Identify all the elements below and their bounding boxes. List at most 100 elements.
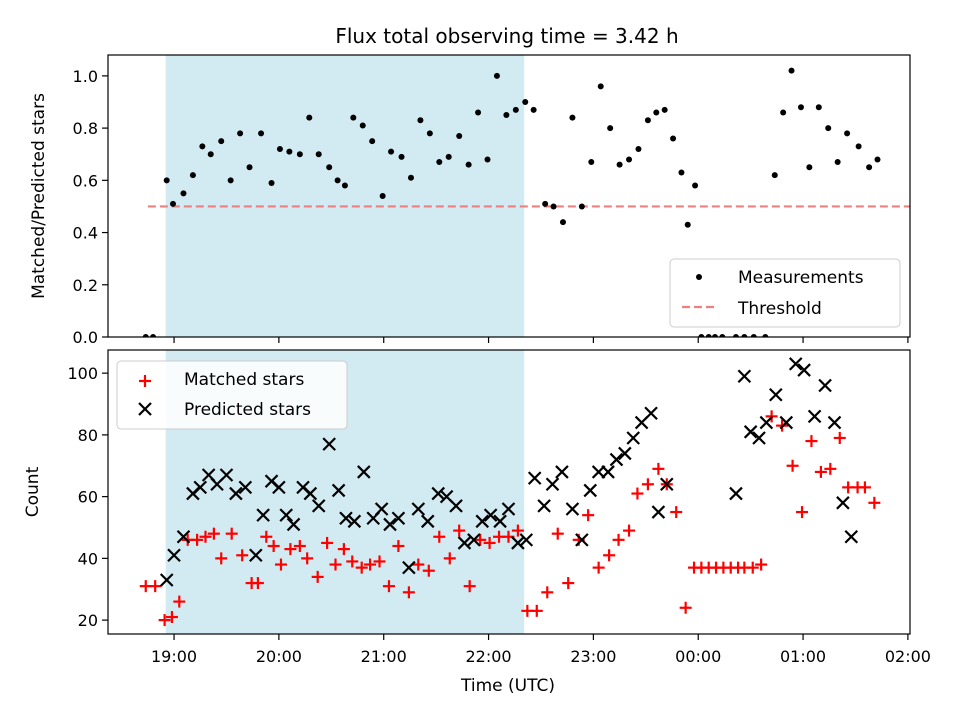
x-tick-label: 01:00 xyxy=(780,647,826,666)
predicted-star-point xyxy=(193,480,208,495)
matched-star-point xyxy=(337,543,350,556)
predicted-star-point xyxy=(779,415,794,430)
predicted-star-point xyxy=(303,486,318,501)
measurement-point xyxy=(199,143,206,150)
matched-star-point xyxy=(511,524,524,537)
measurement-point xyxy=(398,153,405,160)
matched-star-point xyxy=(191,533,204,546)
measurement-point xyxy=(771,172,778,179)
bottom-y-tick-label: 80 xyxy=(78,426,98,445)
predicted-star-point xyxy=(511,536,525,550)
measurement-point xyxy=(569,114,576,121)
matched-star-point xyxy=(199,530,212,543)
predicted-star-point xyxy=(844,529,859,544)
predicted-star-point xyxy=(402,560,416,575)
predicted-star-point xyxy=(272,480,286,495)
predicted-star-point xyxy=(339,511,353,526)
matched-star-point xyxy=(562,577,575,590)
matched-star-point xyxy=(301,552,314,565)
predicted-star-point xyxy=(807,409,822,424)
measurement-point xyxy=(207,151,214,158)
matched-star-point xyxy=(679,601,692,614)
matched-star-point xyxy=(868,496,881,509)
predicted-star-point xyxy=(279,508,294,522)
predicted-star-point xyxy=(836,496,850,510)
x-tick-label: 19:00 xyxy=(151,647,197,666)
measurement-point xyxy=(512,106,519,113)
predicted-star-point xyxy=(788,357,803,371)
matched-star-point xyxy=(551,527,564,540)
matched-star-point xyxy=(582,509,595,522)
predicted-star-point xyxy=(331,483,346,498)
matched-star-point xyxy=(173,595,186,608)
matched-star-point xyxy=(746,561,759,574)
measurement-point xyxy=(815,104,822,111)
measurement-point xyxy=(163,177,170,184)
measurement-point xyxy=(456,132,463,139)
predicted-star-point xyxy=(737,369,752,384)
matched-star-point xyxy=(603,549,616,562)
matched-star-point xyxy=(274,558,287,571)
matched-star-point xyxy=(796,506,809,519)
matched-star-point xyxy=(641,478,654,491)
measurement-point xyxy=(426,130,433,137)
matched-star-point xyxy=(355,561,368,574)
measurement-point xyxy=(522,99,529,105)
matched-star-point xyxy=(165,611,178,624)
measurement-point xyxy=(588,159,595,166)
top-y-axis-label: Matched/Predicted stars xyxy=(29,93,49,299)
measurement-point xyxy=(218,138,225,145)
measurement-point xyxy=(797,104,804,111)
measurement-point xyxy=(597,83,604,90)
bottom-y-axis: 20 40 60 80 100 xyxy=(67,364,108,630)
predicted-star-point xyxy=(644,406,658,421)
matched-star-point xyxy=(293,540,306,553)
matched-star-point xyxy=(652,462,665,475)
measurement-point xyxy=(369,138,376,145)
predicted-star-point xyxy=(565,502,580,516)
measurement-point xyxy=(475,109,482,116)
top-observing-window-shade xyxy=(165,55,525,337)
x-axis-label: Time (UTC) xyxy=(460,676,555,696)
matched-star-point xyxy=(541,586,554,599)
measurement-point xyxy=(189,172,196,179)
matched-star-point xyxy=(443,552,456,565)
predicted-star-point xyxy=(347,514,362,529)
measurement-point xyxy=(678,169,685,176)
x-tick-label: 22:00 xyxy=(466,647,512,666)
predicted-star-point xyxy=(626,431,641,445)
measurement-point xyxy=(169,200,176,207)
measurement-point xyxy=(692,182,699,189)
matched-star-point xyxy=(392,540,405,553)
measurement-point xyxy=(286,148,293,155)
measurement-point xyxy=(653,109,660,116)
measurement-point xyxy=(542,200,549,207)
matched-star-point xyxy=(623,524,636,537)
measurement-point xyxy=(698,334,705,337)
matched-star-point xyxy=(311,570,324,583)
matched-star-point xyxy=(530,604,543,617)
matched-star-point xyxy=(453,524,466,537)
predicted-star-point xyxy=(322,437,336,451)
matched-star-point xyxy=(592,561,605,574)
measurement-point xyxy=(578,203,585,210)
matched-star-point xyxy=(805,435,818,448)
measurement-point xyxy=(705,334,712,337)
matched-star-point xyxy=(207,527,220,540)
predicted-star-point xyxy=(759,415,774,430)
predicted-star-point xyxy=(431,486,446,501)
top-y-axis: 0.0 0.2 0.4 0.6 0.8 1.0 xyxy=(73,67,108,347)
matched-star-point xyxy=(858,481,871,494)
bottom-y-axis-label: Count xyxy=(23,466,43,517)
predicted-star-point xyxy=(467,533,481,547)
matched-star-point xyxy=(267,540,280,553)
measurement-point xyxy=(227,177,234,184)
x-tick-label: 20:00 xyxy=(256,647,302,666)
bottom-panel: 20 40 60 80 100 19:00 20:00 21:00 22:00 23:00 00:… xyxy=(23,349,931,696)
measurement-point xyxy=(326,164,333,171)
predicted-star-point xyxy=(374,502,389,516)
measurement-point xyxy=(150,334,157,337)
measurement-point xyxy=(306,114,313,121)
matched-star-point xyxy=(463,580,476,593)
measurement-point xyxy=(780,109,787,116)
